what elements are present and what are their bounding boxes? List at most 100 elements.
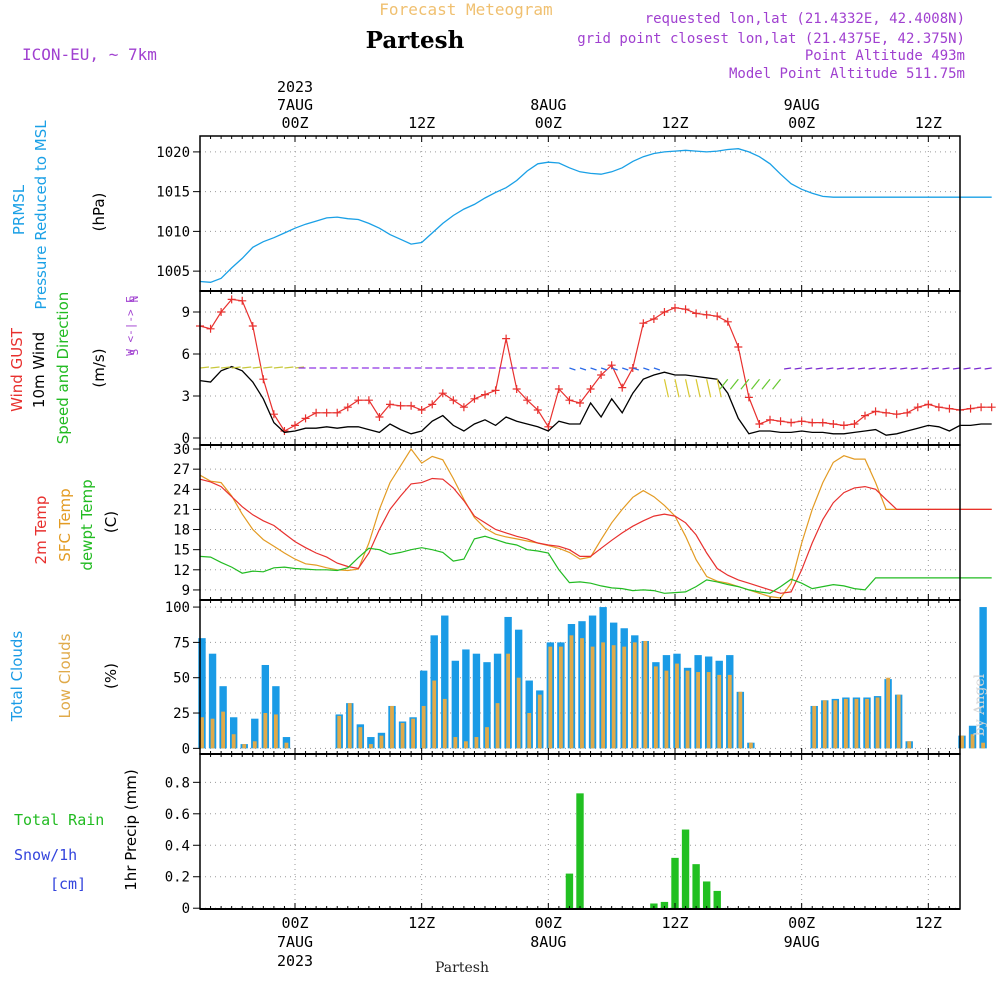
wind-line [199,365,992,436]
direction-arrow [900,367,908,370]
low-cloud-bar [854,698,859,749]
low-cloud-bar [252,741,257,749]
gust-point [459,403,468,412]
direction-arrow [772,378,782,390]
rain-bar [692,864,700,909]
low-cloud-bar [622,646,627,749]
gust-point [512,385,521,393]
low-cloud-bar [664,670,669,749]
gust-point [839,421,848,430]
gust-point [818,418,827,427]
gust-point [301,414,310,423]
pressure-label-2: Pressure Reduced to MSL [32,120,50,310]
low-cloud-bar [231,734,236,749]
gust-point [565,396,574,405]
direction-arrow [632,367,639,371]
total-cloud-bar [367,737,375,749]
low-cloud-bar [548,646,553,749]
low-cloud-bar [379,735,384,749]
snow-legend: Snow/1h [14,846,77,864]
gust-point [396,401,405,410]
total-cloud-bar [261,664,270,749]
panel-frame [199,444,961,601]
dewpt-line [199,535,992,594]
y-tick-label: 9 [182,305,190,321]
top-time-label: 00Z [281,114,308,132]
pressure-label-1: PRMSL [10,184,28,235]
y-tick-label: 0 [182,741,190,757]
gust-point [713,312,722,321]
low-cloud-bar [843,698,848,749]
direction-arrow [263,366,273,369]
info-line-2: grid point closest lon,lat (21.4375E, 42… [577,31,965,47]
total-cloud-bar [441,615,449,749]
gust-point [977,403,986,412]
y-tick-label: 1020 [156,145,190,161]
gust-point [924,400,933,409]
gust-point [269,410,278,419]
low-cloud-bar [822,700,827,749]
y-tick-label: 12 [173,563,190,579]
low-cloud-bar [411,718,416,749]
gust-point [744,393,753,402]
subtitle: Forecast Meteogram [379,0,552,19]
bottom-time-label: 2023 [277,952,313,970]
low-cloud-bar [981,742,986,749]
low-cloud-bar [495,703,500,749]
direction-arrow [740,378,750,390]
model-label: ICON-EU, ~ 7km [22,45,157,64]
low-cloud-bar [738,691,743,749]
gust-point [544,422,553,431]
gust-point [776,417,785,426]
low-cloud-bar [601,642,606,749]
low-cloud-bar [675,663,679,749]
gust-point [861,411,869,420]
low-cloud-bar [706,672,711,749]
gust-point [343,403,352,412]
direction-arrow [663,379,670,398]
direction-arrow [952,367,961,370]
page-title: Partesh [366,27,465,54]
y-tick-label: 21 [173,502,190,518]
direction-arrow [643,367,650,371]
low-cloud-bar [284,742,289,749]
compass-we: W <-|-> E [124,296,137,356]
precip-unit: 1hr Precip (mm) [122,769,140,890]
low-cloud-bar [400,722,405,749]
snow-unit: [cm] [50,875,86,893]
y-tick-label: 25 [173,706,190,722]
low-cloud-bar [474,737,479,749]
direction-arrow [231,366,241,369]
low-cloud-bar [347,703,352,749]
sfc-temp-line [199,447,992,599]
low-cloud-bar [812,705,817,749]
gust-point [892,410,901,419]
direction-arrow [963,367,971,370]
direction-arrow [868,367,876,370]
direction-arrow [761,378,771,390]
gust-point [407,401,416,410]
total-cloud-bar [979,607,987,749]
low-cloud-bar [442,698,447,749]
bottom-time-label: 12Z [915,914,942,932]
low-cloud-bar [421,705,426,749]
low-cloud-bar [875,697,880,749]
direction-arrow [847,367,855,370]
gust-point [607,361,616,370]
temp2m-line [199,477,992,594]
gust-point [238,296,247,305]
y-tick-label: 100 [165,600,190,616]
gust-point [945,404,954,413]
gust-point [375,413,384,421]
direction-arrow [579,367,587,371]
gust-point [808,418,817,427]
low-cloud-bar [368,744,373,749]
gust-point [723,317,732,326]
gust-point [449,396,458,405]
low-cloud-bar [432,680,437,749]
low-cloud-bar [463,741,468,749]
total-cloud-bar [251,718,259,749]
y-tick-label: 0.4 [165,838,190,854]
low-cloud-bar [653,666,658,749]
low-cloud-bar [358,727,363,749]
